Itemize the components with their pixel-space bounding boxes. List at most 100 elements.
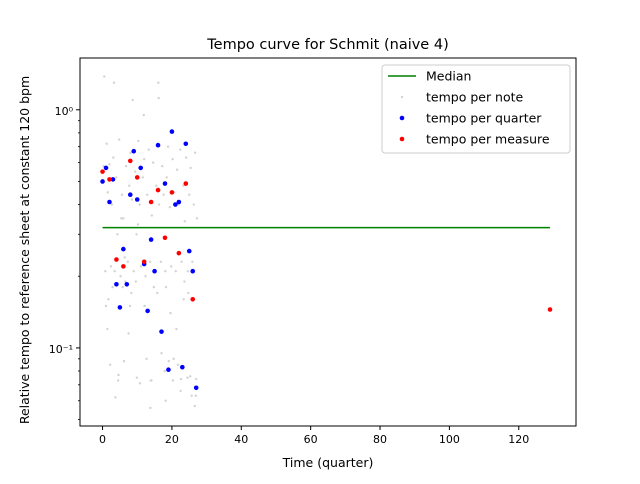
legend-note-swatch bbox=[400, 95, 404, 99]
note-point bbox=[183, 280, 186, 283]
note-point bbox=[106, 191, 109, 194]
note-point bbox=[149, 406, 152, 410]
note-point bbox=[164, 269, 167, 273]
note-point bbox=[108, 163, 111, 166]
note-point bbox=[162, 193, 165, 196]
legend-measure-swatch bbox=[399, 136, 405, 142]
note-point bbox=[134, 280, 138, 283]
note-point bbox=[122, 217, 125, 220]
note-point bbox=[128, 184, 131, 187]
quarter-point bbox=[162, 181, 168, 186]
note-point bbox=[105, 142, 108, 145]
note-point bbox=[123, 256, 126, 259]
quarter-point bbox=[148, 237, 154, 242]
note-point bbox=[143, 304, 147, 308]
note-point bbox=[175, 168, 179, 171]
quarter-point bbox=[166, 367, 171, 373]
note-point bbox=[135, 376, 139, 379]
quarter-point bbox=[152, 268, 157, 274]
note-point bbox=[164, 285, 168, 289]
quarter-point bbox=[159, 329, 164, 334]
note-point bbox=[120, 193, 124, 196]
note-point bbox=[168, 205, 172, 209]
note-point bbox=[174, 269, 177, 273]
note-point bbox=[179, 377, 183, 381]
note-point bbox=[186, 376, 189, 379]
note-point bbox=[109, 265, 113, 268]
note-point bbox=[108, 363, 112, 366]
plot-area bbox=[100, 75, 553, 410]
note-point bbox=[110, 203, 114, 206]
quarter-point bbox=[190, 268, 196, 274]
note-point bbox=[121, 285, 124, 289]
note-point bbox=[130, 291, 133, 295]
measure-point bbox=[162, 235, 168, 241]
note-point bbox=[142, 158, 146, 161]
legend: Median tempo per note tempo per quarter tem… bbox=[381, 64, 571, 154]
note-point bbox=[147, 148, 150, 151]
note-point bbox=[124, 164, 128, 168]
measure-point bbox=[183, 181, 189, 186]
note-point bbox=[137, 139, 140, 143]
note-point bbox=[161, 164, 164, 168]
x-tick-label: 100 bbox=[439, 433, 460, 446]
legend-box bbox=[381, 64, 571, 154]
note-point bbox=[126, 260, 130, 263]
note-point bbox=[171, 379, 175, 382]
measure-point bbox=[141, 259, 147, 265]
note-point bbox=[111, 285, 114, 289]
quarter-point bbox=[145, 308, 150, 314]
note-point bbox=[103, 75, 106, 78]
note-point bbox=[138, 382, 142, 385]
note-point bbox=[171, 158, 174, 161]
x-tick-label: 60 bbox=[304, 433, 318, 446]
note-point bbox=[104, 269, 107, 273]
measure-point bbox=[169, 190, 175, 195]
quarter-point bbox=[100, 179, 105, 184]
x-tick-label: 120 bbox=[508, 433, 529, 446]
measure-point bbox=[107, 177, 112, 182]
note-point bbox=[188, 193, 191, 196]
x-tick-label: 80 bbox=[373, 433, 387, 446]
legend-label: tempo per quarter bbox=[426, 111, 542, 126]
quarter-point bbox=[134, 197, 140, 202]
note-point bbox=[192, 203, 195, 206]
quarter-point bbox=[103, 165, 109, 171]
legend-label: tempo per note bbox=[426, 90, 524, 105]
note-point bbox=[194, 394, 198, 397]
note-point bbox=[120, 217, 123, 220]
note-point bbox=[179, 389, 182, 393]
measure-point bbox=[127, 158, 133, 164]
note-point bbox=[144, 275, 147, 278]
note-point bbox=[138, 203, 141, 206]
note-point bbox=[157, 96, 160, 100]
note-point bbox=[182, 298, 185, 301]
note-point bbox=[107, 298, 110, 301]
note-point bbox=[112, 156, 115, 159]
note-point bbox=[191, 260, 194, 263]
measure-point bbox=[121, 264, 126, 269]
note-point bbox=[182, 184, 185, 187]
note-point bbox=[135, 233, 138, 236]
quarter-point bbox=[124, 281, 130, 287]
note-point bbox=[130, 198, 134, 201]
note-point bbox=[142, 113, 146, 117]
note-point bbox=[136, 223, 140, 226]
note-point bbox=[117, 138, 121, 141]
note-point bbox=[189, 166, 192, 170]
note-point bbox=[195, 217, 199, 220]
note-point bbox=[115, 176, 118, 179]
note-point bbox=[106, 327, 109, 331]
quarter-point bbox=[173, 202, 178, 207]
note-point bbox=[157, 203, 161, 206]
y-axis-label: Relative tempo to reference sheet at con… bbox=[17, 76, 32, 424]
note-point bbox=[104, 304, 108, 308]
quarter-point bbox=[183, 141, 189, 147]
quarter-point bbox=[117, 305, 123, 310]
note-point bbox=[167, 359, 170, 363]
quarter-point bbox=[121, 246, 126, 252]
note-point bbox=[157, 81, 160, 84]
measure-point bbox=[155, 187, 161, 193]
chart-title: Tempo curve for Schmit (naive 4) bbox=[206, 37, 448, 53]
measure-point bbox=[148, 199, 154, 205]
